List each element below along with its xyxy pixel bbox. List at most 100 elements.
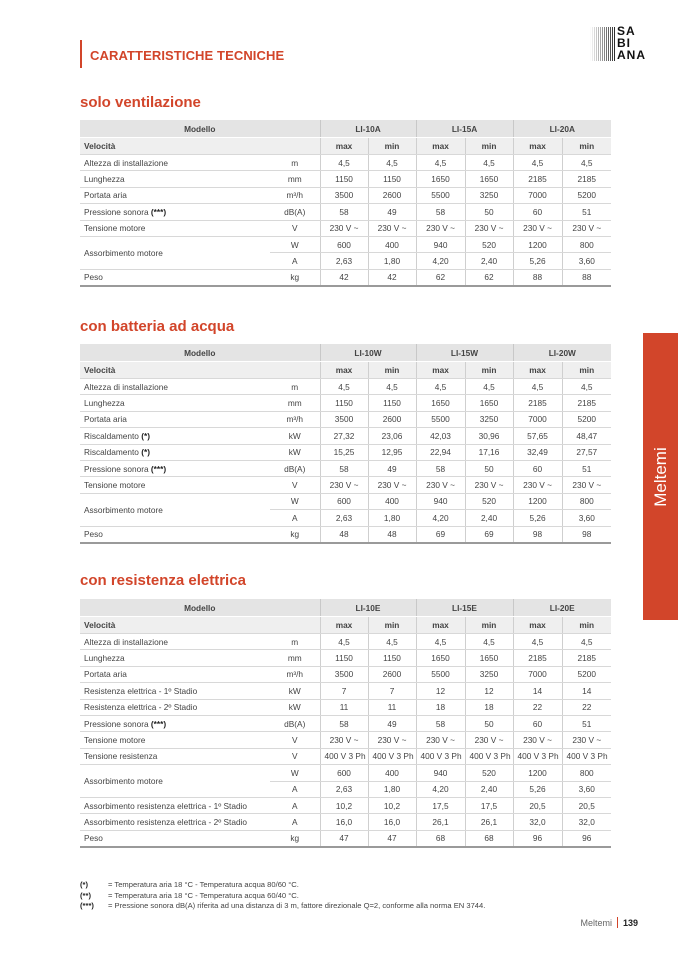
speed-value: max (512, 137, 563, 155)
row-unit: V (270, 476, 320, 494)
row-label: Assorbimento resistenza elettrica - 1º S… (80, 797, 270, 815)
row-unit: kW (270, 427, 320, 445)
row-label-text: Riscaldamento (84, 447, 139, 458)
row-label: Tensione motore (80, 731, 270, 749)
row-value: 1150 (367, 394, 417, 412)
row-value: 2185 (561, 170, 612, 188)
page-title: CARATTERISTICHE TECNICHE (90, 48, 285, 63)
row-value: 400 (367, 236, 417, 254)
row-unit: dB(A) (270, 203, 320, 221)
row-value: 230 V ~ (561, 476, 612, 494)
row-value: 27,57 (561, 444, 612, 461)
row-label: Tensione resistenza (80, 748, 270, 766)
row-value: 2185 (512, 649, 562, 667)
row-value: 69 (415, 526, 466, 544)
row-unit: m (270, 154, 320, 172)
row-value: 4,5 (367, 378, 417, 396)
row-value: 16,0 (319, 813, 368, 831)
row-label: Portata aria (80, 187, 270, 205)
row-value: 22 (512, 699, 562, 716)
row-value: 800 (561, 493, 612, 511)
row-unit: kg (270, 830, 320, 849)
row-value: 400 V 3 Ph (319, 748, 368, 766)
row-value: 26,1 (415, 813, 465, 831)
row-value: 32,0 (512, 813, 562, 831)
row-value: 60 (512, 715, 562, 733)
row-value: 230 V ~ (415, 220, 466, 237)
row-value: 4,5 (319, 154, 368, 172)
row-label: Tensione motore (80, 476, 270, 494)
row-value: 2,40 (464, 509, 514, 527)
table-row: Riscaldamento (*) kW 27,32 23,06 42,03 30,96 5… (80, 427, 612, 445)
row-unit: m (270, 378, 320, 396)
speed-header-row: Velocità max min max min max min (80, 361, 612, 379)
row-value: 600 (319, 236, 368, 254)
row-value: 3500 (319, 666, 368, 684)
row-label-text: Tensione resistenza (84, 751, 158, 762)
row-value: 18 (464, 699, 513, 716)
row-value: 230 V ~ (512, 220, 563, 237)
row-label: Pressione sonora (***) (80, 203, 270, 221)
row-label: Portata aria (80, 411, 270, 429)
row-unit: V (270, 731, 320, 749)
row-value: 400 V 3 Ph (561, 748, 611, 766)
row-value: 4,5 (512, 633, 562, 651)
row-value: 3,60 (561, 781, 611, 798)
speed-value: max (512, 361, 563, 379)
row-value: 57,65 (512, 427, 563, 445)
row-label: Riscaldamento (*) (80, 427, 270, 445)
row-value: 12,95 (367, 444, 417, 461)
row-label-text: Assorbimento resistenza elettrica - 1º S… (84, 800, 248, 811)
row-value: 230 V ~ (415, 731, 465, 749)
row-label-text: Lunghezza (84, 398, 125, 409)
row-value: 4,5 (415, 154, 466, 172)
footnotes: (*) = Temperatura aria 18 °C - Temperatur… (80, 880, 485, 912)
row-unit: kW (270, 682, 320, 700)
model-name: LI-15E (415, 599, 513, 617)
row-label-text: Altezza di installazione (84, 381, 168, 392)
row-label-text: Peso (84, 272, 103, 283)
row-value: 42 (319, 269, 368, 288)
spec-table-ventilazione: Modello LI-10A LI-15A LI-20A Velocità max min m… (80, 120, 612, 288)
row-value: 1200 (512, 493, 563, 511)
row-value: 5500 (415, 666, 465, 684)
row-value: 230 V ~ (319, 476, 368, 494)
table-row: Pressione sonora (***) dB(A) 58 49 58 50 60 51 (80, 203, 612, 221)
footnote-ref: (*) (141, 447, 150, 458)
row-value: 1150 (367, 170, 417, 188)
footnote-ref: (***) (150, 718, 167, 729)
row-value: 62 (415, 269, 466, 288)
row-value: 5500 (415, 187, 466, 205)
row-value: 1150 (319, 649, 368, 667)
row-value: 230 V ~ (367, 476, 417, 494)
row-label-text: Peso (84, 833, 103, 844)
row-unit: V (270, 220, 320, 237)
row-value: 51 (561, 203, 612, 221)
row-value: 2600 (367, 411, 417, 429)
row-value: 16,0 (367, 813, 416, 831)
row-unit: A (270, 781, 320, 798)
row-value: 49 (367, 715, 416, 733)
row-value: 50 (464, 715, 513, 733)
row-value: 2185 (512, 394, 563, 412)
row-value: 4,5 (319, 378, 368, 396)
row-label-text: Peso (84, 529, 103, 540)
row-value: 20,5 (561, 797, 611, 815)
row-value: 3500 (319, 187, 368, 205)
row-value: 7000 (512, 411, 563, 429)
row-unit: kg (270, 269, 320, 288)
section-title-ventilazione: solo ventilazione (80, 94, 201, 111)
row-unit: mm (270, 170, 320, 188)
row-value: 58 (415, 203, 466, 221)
table-row: Portata aria m³/h 3500 2600 5500 3250 7000 5200 (80, 187, 612, 205)
table-row: Pressione sonora (***) dB(A) 58 49 58 50 60 51 (80, 715, 611, 733)
row-value: 32,49 (512, 444, 563, 461)
row-label: Peso (80, 830, 270, 849)
row-label-text: Altezza di installazione (84, 157, 168, 168)
row-value: 11 (367, 699, 416, 716)
row-value: 3250 (464, 411, 514, 429)
row-value: 2185 (561, 394, 612, 412)
row-label-text: Resistenza elettrica - 2º Stadio (84, 702, 198, 713)
row-value: 1650 (464, 394, 514, 412)
row-value: 400 V 3 Ph (415, 748, 465, 766)
